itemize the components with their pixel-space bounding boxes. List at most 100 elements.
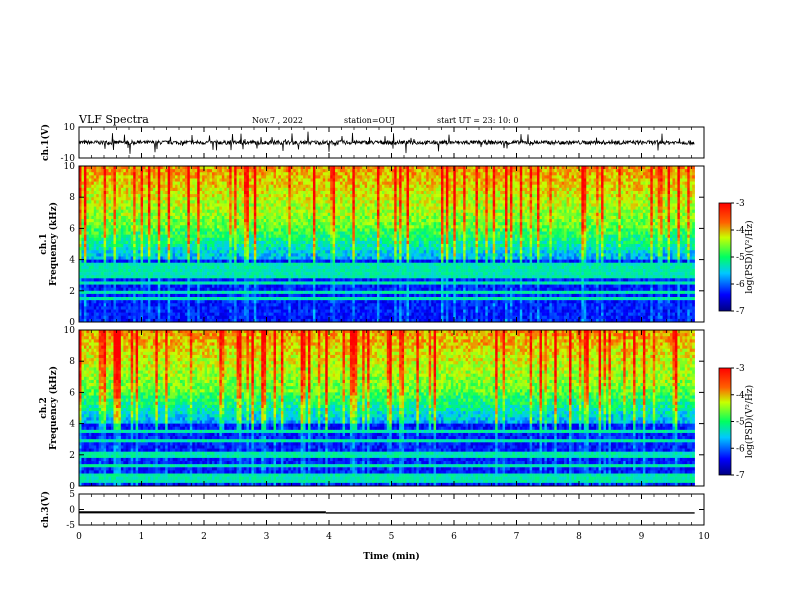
spectrogram-cell [256, 169, 260, 173]
spectrogram-cell [266, 209, 269, 214]
spectrogram-cell [317, 175, 321, 179]
spectrogram-cell [113, 190, 117, 195]
spectrogram-cell [460, 209, 464, 214]
spectrogram-cell [130, 175, 134, 179]
spectrogram-cell [522, 194, 526, 198]
spectrogram-cell [470, 203, 474, 207]
spectrogram-cell [522, 203, 526, 207]
spectrogram-cell [667, 200, 671, 204]
spectrogram-cell [578, 212, 582, 217]
spectrogram-cell [133, 225, 136, 229]
spectrogram-cell [497, 209, 501, 214]
spectrogram-cell [615, 169, 619, 173]
spectrogram-cell [184, 222, 188, 226]
spectrogram-cell [150, 187, 154, 192]
spectrogram-cell [342, 225, 346, 229]
spectrogram-cell [352, 190, 356, 195]
spectrogram-cell [165, 172, 168, 176]
spectrogram-cell [679, 175, 683, 179]
spectrogram-cell [175, 200, 178, 204]
spectrogram-cell [167, 166, 171, 170]
spectrogram-cell [507, 206, 511, 210]
spectrogram-cell [359, 215, 363, 220]
spectrogram-cell [440, 215, 444, 220]
spectrogram-cell [251, 166, 255, 170]
spectrogram-cell [532, 215, 535, 220]
spectrogram-cell [362, 215, 365, 220]
spectrogram-cell [527, 190, 530, 195]
spectrogram-cell [330, 175, 333, 179]
spectrogram-cell [588, 215, 592, 220]
spectrogram-cell [448, 187, 452, 192]
spectrogram-cell [138, 184, 141, 189]
spectrogram-cell [155, 200, 159, 204]
spectrogram-cell [224, 222, 228, 226]
spectrogram-cell [613, 166, 617, 170]
spectrogram-cell [490, 209, 493, 214]
spectrogram-cell [347, 175, 351, 179]
spectrogram-cell [623, 175, 626, 179]
spectrogram-cell [490, 194, 493, 198]
spectrogram-cell [258, 190, 262, 195]
spectrogram-cell [123, 225, 127, 229]
spectrogram-cell [630, 203, 634, 207]
spectrogram-cell [645, 209, 649, 214]
spectrogram-cell [243, 197, 247, 201]
spectrogram-cell [687, 166, 690, 170]
spectrogram-cell [647, 194, 651, 198]
spectrogram-cell [591, 172, 594, 176]
spectrogram-cell [86, 212, 90, 217]
spectrogram-cell [674, 181, 678, 186]
spectrogram-cell [214, 197, 218, 201]
spectrogram-cell [519, 169, 523, 173]
spectrogram-cell [187, 203, 191, 207]
spectrogram-cell [199, 172, 203, 176]
spectrogram-cell [608, 178, 612, 182]
spectrogram-cell [128, 194, 132, 198]
spectrogram-cell [79, 194, 82, 198]
spectrogram-cell [118, 194, 122, 198]
spectrogram-cell [576, 178, 580, 182]
spectrogram-cell [261, 190, 264, 195]
spectrogram-cell [317, 209, 321, 214]
spectrogram-cell [458, 206, 461, 210]
spectrogram-cell [687, 190, 690, 195]
spectrogram-cell [379, 181, 383, 186]
spectrogram-cell [115, 212, 119, 217]
spectrogram-cell [128, 169, 132, 173]
spectrogram-cell [588, 212, 592, 217]
spectrogram-cell [667, 169, 671, 173]
spectrogram-cell [505, 178, 508, 182]
spectrogram-cell [271, 187, 274, 192]
spectrogram-cell [450, 184, 454, 189]
spectrogram-cell [448, 169, 452, 173]
spectrogram-cell [539, 215, 543, 220]
spectrogram-cell [394, 194, 397, 198]
spectrogram-cell [408, 178, 412, 182]
spectrogram-cell [308, 206, 311, 210]
spectrogram-cell [246, 184, 250, 189]
spectrogram-cell [527, 194, 530, 198]
spectrogram-cell [487, 172, 491, 176]
spectrogram-cell [497, 194, 501, 198]
spectrogram-cell [207, 200, 210, 204]
spectrogram-cell [231, 209, 235, 214]
spectrogram-cell [199, 178, 203, 182]
spectrogram-cell [507, 175, 511, 179]
spectrogram-cell [118, 197, 122, 201]
spectrogram-cell [667, 212, 671, 217]
spectrogram-cell [79, 222, 82, 226]
spectrogram-cell [433, 219, 437, 223]
spectrogram-cell [566, 219, 570, 223]
spectrogram-cell [246, 215, 250, 220]
spectrogram-cell [125, 172, 129, 176]
spectrogram-cell [519, 197, 523, 201]
spectrogram-cell [330, 225, 333, 229]
spectrogram-cell [364, 197, 368, 201]
spectrogram-cell [111, 203, 114, 207]
spectrogram-cell [475, 219, 479, 223]
spectrogram-cell [426, 172, 429, 176]
spectrogram-cell [115, 200, 119, 204]
spectrogram-cell [657, 215, 661, 220]
spectrogram-cell [367, 175, 370, 179]
